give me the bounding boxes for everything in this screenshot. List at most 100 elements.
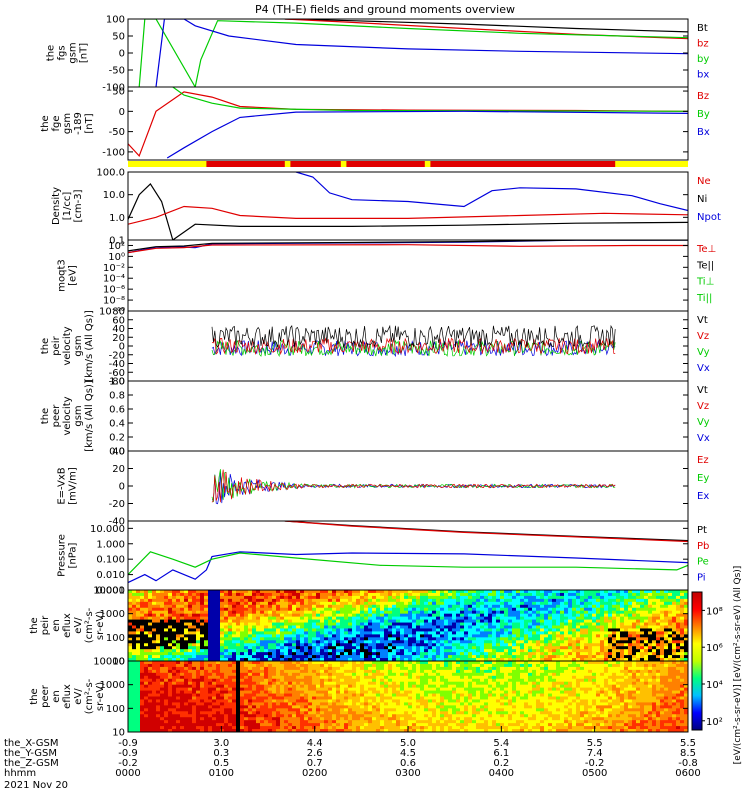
spectrogram-cell (336, 690, 341, 695)
spectrogram-cell (284, 607, 289, 612)
spectrogram-cell (460, 592, 465, 597)
spectrogram-cell (268, 717, 273, 721)
spectrogram-cell (308, 702, 313, 706)
spectrogram-cell (680, 628, 685, 633)
spectrogram-cell (236, 646, 241, 650)
spectrogram-cell (456, 598, 461, 603)
spectrogram-cell (288, 637, 293, 641)
spectrogram-cell (436, 592, 441, 597)
spectrogram-cell (184, 661, 189, 665)
spectrogram-cell (268, 661, 273, 665)
spectrogram-cell (524, 604, 529, 609)
spectrogram-cell (264, 595, 269, 600)
spectrogram-cell (128, 675, 133, 680)
spectrogram-cell (620, 598, 625, 603)
spectrogram-cell (548, 604, 553, 609)
spectrogram-cell (208, 720, 213, 724)
spectrogram-cell (252, 613, 257, 618)
spectrogram-cell (292, 699, 297, 704)
spectrogram-cell (296, 714, 301, 718)
spectrogram-cell (400, 613, 405, 618)
spectrogram-cell (440, 610, 445, 615)
spectrogram-cell (548, 595, 553, 600)
spectrogram-cell (348, 598, 353, 603)
spectrogram-cell (296, 598, 301, 603)
spectrogram-cell (580, 622, 585, 627)
spectrogram-cell (248, 595, 253, 600)
spectrogram-cell (288, 669, 293, 674)
spectrogram-cell (248, 663, 253, 668)
spectrogram-cell (128, 643, 133, 647)
spectrogram-cell (452, 610, 457, 615)
spectrogram-cell (192, 658, 197, 661)
spectrogram-cell (224, 705, 229, 709)
spectrogram-cell (280, 649, 285, 653)
spectrogram-cell (160, 684, 165, 689)
legend-entry: Pe (697, 557, 709, 568)
spectrogram-cell (564, 610, 569, 615)
spectrogram-cell (356, 675, 361, 680)
spectrogram-cell (208, 714, 213, 718)
spectrogram-cell (288, 652, 293, 656)
y-tick-label: -80 (109, 377, 125, 388)
spectrogram-cell (176, 649, 181, 653)
spectrogram-cell (380, 649, 385, 653)
spectrogram-cell (308, 622, 313, 627)
spectrogram-cell (264, 655, 269, 659)
spectrogram-cell (204, 601, 209, 606)
spectrogram-cell (368, 619, 373, 624)
legend-entry: Bz (697, 91, 709, 102)
spectrogram-cell (324, 637, 329, 641)
spectrogram-cell (572, 652, 577, 656)
spectrogram-cell (516, 649, 521, 653)
spectrogram-cell (636, 613, 641, 618)
spectrogram-cell (640, 655, 645, 659)
spectrogram-cell (680, 598, 685, 603)
spectrogram-cell (176, 610, 181, 615)
spectrogram-cell (548, 619, 553, 624)
spectrogram-cell (336, 702, 341, 706)
spectrogram-cell (420, 616, 425, 621)
spectrogram-cell (272, 658, 277, 661)
spectrogram-cell (500, 610, 505, 615)
spectrogram-cell (256, 640, 261, 644)
spectrogram-cell (280, 607, 285, 612)
spectrogram-cell (308, 708, 313, 712)
spectrogram-cell (616, 625, 621, 630)
spectrogram-cell (284, 669, 289, 674)
spectrogram-cell (436, 646, 441, 650)
spectrogram-cell (636, 637, 641, 641)
plot-area-pressure (128, 521, 688, 584)
spectrogram-cell (264, 661, 269, 665)
spectrogram-cell (352, 666, 357, 671)
spectrogram-cell (352, 714, 357, 718)
spectrogram-cell (668, 637, 673, 641)
spectrogram-cell (532, 592, 537, 597)
spectrogram-cell (192, 613, 197, 618)
spectrogram-cell (636, 619, 641, 624)
spectrogram-cell (132, 628, 137, 633)
spectrogram-cell (556, 625, 561, 630)
spectrogram-cell (176, 684, 181, 689)
spectrogram-cell (536, 622, 541, 627)
spectrogram-cell (272, 601, 277, 606)
spectrogram-cell (684, 628, 688, 633)
spectrogram-cell (316, 658, 321, 661)
spectrogram-cell (508, 616, 513, 621)
spectrogram-cell (576, 590, 581, 594)
spectrogram-cell (556, 613, 561, 618)
spectrogram-cell (364, 637, 369, 641)
spectrogram-cell (360, 622, 365, 627)
spectrogram-cell (292, 613, 297, 618)
spectrogram-cell (328, 696, 333, 701)
spectrogram-cell (404, 643, 409, 647)
spectrogram-cell (416, 631, 421, 635)
spectrogram-cell (392, 595, 397, 600)
spectrogram-cell (400, 625, 405, 630)
spectrogram-cell (320, 595, 325, 600)
spectrogram-cell (328, 601, 333, 606)
spectrogram-cell (136, 726, 141, 730)
spectrogram-cell (140, 607, 145, 612)
spectrogram-cell (304, 590, 309, 594)
